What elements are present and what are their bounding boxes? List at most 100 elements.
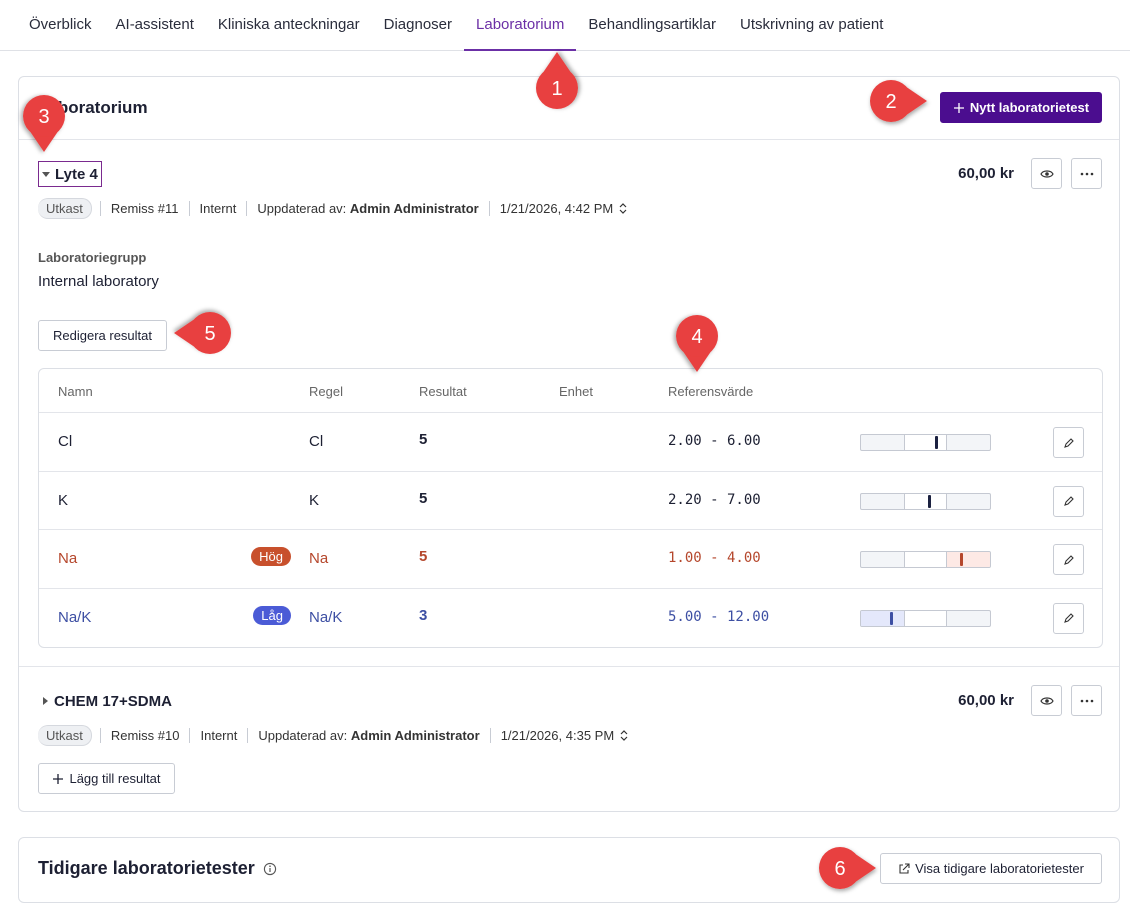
range-normal [904, 493, 947, 509]
reference: 1.00 - 4.00 [668, 550, 761, 566]
status-pill: Utkast [38, 198, 92, 219]
analyte-name: K [58, 491, 69, 509]
tab[interactable]: Laboratorium [464, 0, 577, 51]
history-title-row: Tidigare laboratorietester [38, 858, 277, 879]
new-test-button[interactable]: Nytt laboratorietest [940, 92, 1102, 123]
updated-by: Admin Administrator [350, 728, 480, 743]
range-low [861, 552, 904, 567]
result: 5 [419, 548, 428, 565]
test-price: 60,00 kr [958, 692, 1014, 709]
analyte-name: Na/K [58, 608, 92, 626]
range-high [947, 611, 990, 626]
range-low [861, 435, 904, 450]
tab[interactable]: Kliniska anteckningar [217, 16, 360, 33]
lab-panel: Laboratorium Nytt laboratorietest Lyte 4 60… [18, 76, 1120, 812]
edit-button[interactable] [1053, 602, 1084, 634]
edit-button[interactable] [1053, 427, 1084, 458]
updated-by: Admin Administrator [349, 201, 479, 216]
history-title: Tidigare laboratorietester [38, 858, 255, 878]
result-row: Na Hög Na 5 1.00 - 4.00 [39, 529, 1102, 587]
tab[interactable]: Diagnoser [383, 16, 453, 33]
range-low [861, 610, 904, 626]
range-low [861, 494, 904, 509]
column-header: Referensvärde [668, 384, 754, 399]
result-marker [927, 494, 931, 508]
tab[interactable]: Överblick [29, 16, 92, 33]
remiss: Remiss #11 [99, 201, 189, 216]
range-bar [860, 492, 991, 510]
result-row: K K 5 2.20 - 7.00 [39, 470, 1102, 529]
more-button[interactable] [1071, 158, 1102, 189]
reference: 2.00 - 6.00 [668, 433, 761, 449]
result-marker [934, 436, 938, 449]
button-label: Redigera resultat [53, 328, 152, 343]
range-bar [860, 551, 991, 568]
analyte-name: Cl [58, 433, 73, 450]
updated: Uppdaterad av: Admin Administrator [247, 728, 489, 743]
tab[interactable]: AI-assistent [115, 16, 194, 33]
action-button[interactable]: Lägg till resultat [38, 763, 175, 794]
updated-label: Uppdaterad av: [257, 201, 347, 216]
meta-row: Utkast Remiss #10 Internt Uppdaterad av: Ad… [38, 725, 638, 746]
test-header[interactable]: CHEM 17+SDMA [38, 688, 175, 714]
updated: Uppdaterad av: Admin Administrator [246, 201, 488, 216]
results-table: Namn Regel Resultat Enhet Referensvärde Cl Cl 5… [38, 368, 1103, 648]
updated-label: Uppdaterad av: [258, 728, 348, 743]
rule: K [309, 491, 320, 509]
test-name: Lyte 4 [55, 165, 98, 183]
button-label: Nytt laboratorietest [969, 100, 1090, 115]
date-text: 1/21/2026, 4:35 PM [500, 728, 615, 743]
date: 1/21/2026, 4:35 PM [489, 728, 638, 743]
group-value: Internal laboratory [38, 273, 159, 290]
range-normal [904, 435, 947, 450]
reference: 5.00 - 12.00 [668, 608, 770, 625]
view-button[interactable] [1031, 685, 1062, 716]
reference: 2.20 - 7.00 [668, 491, 761, 508]
range-normal [904, 610, 947, 626]
test-name: CHEM 17+SDMA [54, 692, 172, 710]
tab-bar: Överblick AI-assistent Kliniska anteckning… [0, 0, 1130, 51]
range-bar [860, 609, 991, 627]
flag-badge: Låg [253, 605, 291, 625]
column-header: Regel [309, 384, 343, 399]
action-button[interactable]: Redigera resultat [38, 320, 167, 351]
edit-button[interactable] [1053, 485, 1084, 517]
date-text: 1/21/2026, 4:42 PM [499, 201, 614, 216]
rule: Na [309, 550, 329, 567]
test-header[interactable]: Lyte 4 [38, 161, 102, 187]
analyte-name: Na [58, 550, 78, 567]
result: 5 [419, 489, 428, 507]
result-row: Cl Cl 5 2.00 - 6.00 [39, 412, 1102, 470]
range-normal [904, 552, 947, 567]
column-header: Resultat [419, 384, 467, 399]
button-label: Visa tidigare laboratorietester [915, 861, 1084, 876]
test-price: 60,00 kr [958, 165, 1014, 182]
more-button[interactable] [1071, 685, 1102, 716]
group-label: Laboratoriegrupp [38, 250, 147, 265]
source: Internt [188, 201, 247, 216]
status-pill: Utkast [38, 725, 92, 746]
range-high [947, 435, 990, 450]
meta-row: Utkast Remiss #11 Internt Uppdaterad av: Ad… [38, 198, 637, 219]
column-header: Enhet [559, 384, 593, 399]
tab[interactable]: Behandlingsartiklar [588, 16, 716, 33]
history-button[interactable]: Visa tidigare laboratorietester [880, 853, 1102, 884]
rule: Cl [309, 433, 324, 450]
result-marker [959, 553, 963, 566]
result-row: Na/K Låg Na/K 3 5.00 - 12.00 [39, 587, 1102, 646]
result-marker [890, 611, 894, 625]
range-high [947, 552, 990, 567]
source: Internt [189, 728, 247, 743]
button-label: Lägg till resultat [69, 771, 161, 786]
range-bar [860, 434, 991, 451]
divider [19, 139, 1119, 140]
column-header: Namn [58, 384, 93, 399]
date: 1/21/2026, 4:42 PM [488, 201, 637, 216]
tab[interactable]: Utskrivning av patient [739, 16, 884, 33]
result: 5 [419, 431, 428, 448]
view-button[interactable] [1031, 158, 1062, 189]
flag-badge: Hög [251, 547, 291, 566]
remiss: Remiss #10 [99, 728, 190, 743]
edit-button[interactable] [1053, 544, 1084, 575]
